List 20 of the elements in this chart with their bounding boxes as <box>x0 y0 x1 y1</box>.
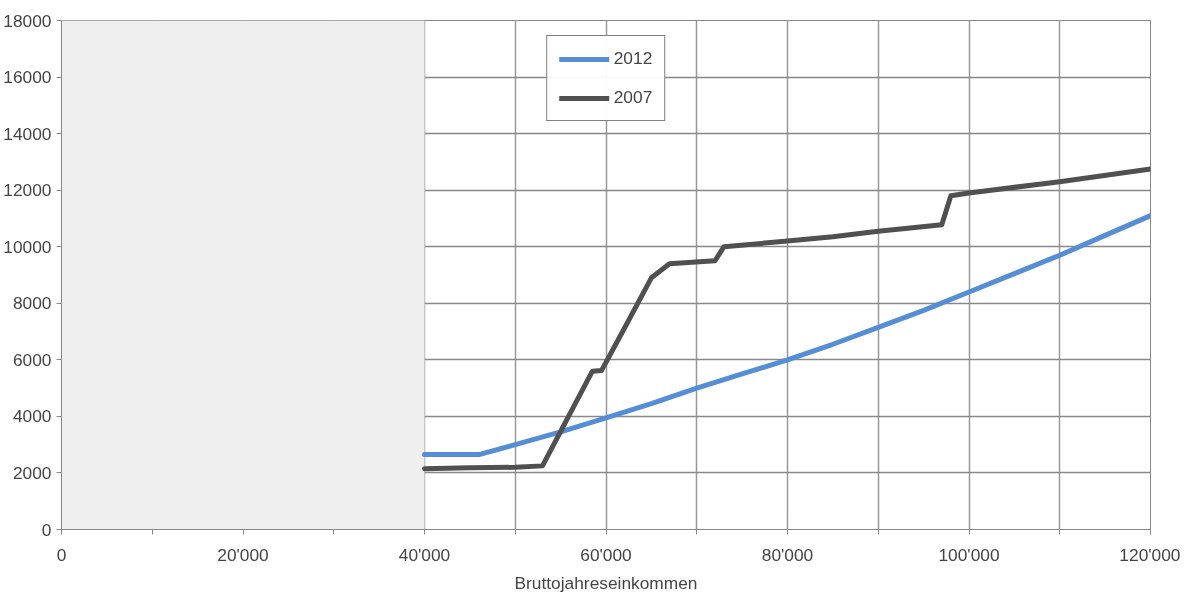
legend-label: 2012 <box>613 48 653 69</box>
x-tick-label: 80'000 <box>761 544 814 565</box>
x-tick-label: 60'000 <box>580 544 632 565</box>
x-tick-label: 100'000 <box>938 544 1000 565</box>
y-tick-label: 16000 <box>3 67 52 88</box>
y-tick-label: 2000 <box>12 462 52 483</box>
y-tick-label: 6000 <box>12 349 52 370</box>
y-tick-label: 8000 <box>12 293 52 314</box>
x-tick-label: 40'000 <box>398 544 451 565</box>
x-tick-label: 120'000 <box>1119 544 1181 565</box>
legend-label: 2007 <box>613 87 653 108</box>
y-tick-label: 14000 <box>3 123 52 144</box>
x-tick-label: 0 <box>56 544 67 565</box>
y-tick-label: 18000 <box>3 10 52 31</box>
y-tick-label: 10000 <box>3 236 52 257</box>
x-tick-label: 20'000 <box>217 544 269 565</box>
y-tick-label: 12000 <box>3 180 52 201</box>
y-tick-label: 4000 <box>12 406 52 427</box>
x-axis-title: Bruttojahreseinkommen <box>514 572 698 593</box>
y-tick-label: 0 <box>41 519 52 540</box>
